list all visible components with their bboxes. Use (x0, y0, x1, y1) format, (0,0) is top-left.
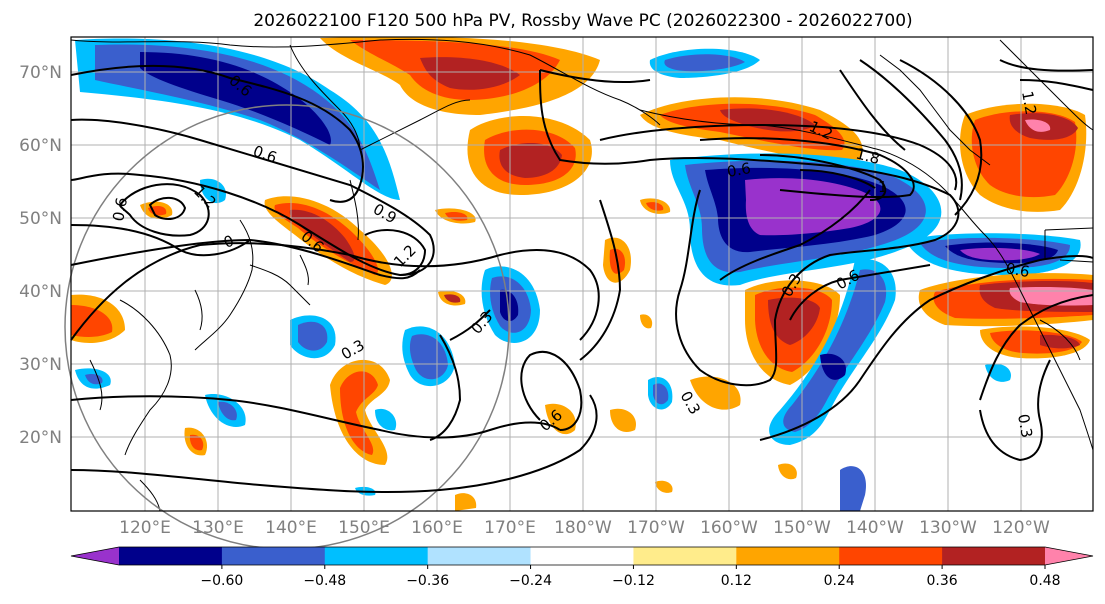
lat-label: 30°N (19, 355, 62, 375)
colorbar-bin (839, 547, 943, 565)
contour-label: 1.2 (1018, 90, 1040, 117)
colorbar-tick-label: 0.24 (824, 573, 855, 589)
colorbar-bin (736, 547, 840, 565)
colorbar-outline (70, 546, 1094, 566)
lon-label: 160°W (700, 518, 758, 538)
colorbar-tick-label: 0.36 (927, 573, 958, 589)
map-frame (70, 36, 1094, 512)
lon-label: 170°E (484, 518, 536, 538)
contour-label: 0.6 (109, 196, 131, 223)
colorbar-bin (119, 547, 223, 565)
colorbar-tick-label: −0.24 (509, 573, 552, 589)
contour-label: 1 (878, 178, 888, 196)
colorbar-bin (633, 547, 737, 565)
lon-label: 160°E (411, 518, 463, 538)
graticule (71, 37, 1093, 511)
colorbar: −0.60 −0.48 −0.36 −0.24 −0.12 0.12 0.24 0.36 0.4… (70, 546, 1094, 589)
contour-lines (70, 59, 1094, 494)
lon-label: 140°E (265, 518, 317, 538)
lat-label: 70°N (19, 63, 62, 83)
contour-label: 0.6 (1004, 259, 1031, 281)
lon-label: 130°E (192, 518, 244, 538)
colorbar-extend-low (71, 547, 119, 565)
colorbar-tick-label: −0.12 (612, 573, 655, 589)
colorbar-extend-high (1045, 547, 1093, 565)
contour-label: 0.6 (726, 159, 753, 181)
colorbar-bin (324, 547, 429, 565)
colorbar-tick-label: 0.12 (721, 573, 752, 589)
colorbar-bin (942, 547, 1046, 565)
colorbar-bin (221, 547, 326, 565)
lon-label: 150°E (338, 518, 390, 538)
lon-label: 180°W (554, 518, 612, 538)
contour-label: 0.3 (1014, 413, 1036, 440)
lon-label: 120°W (992, 518, 1050, 538)
lon-label: 130°W (919, 518, 977, 538)
colorbar-tick-label: −0.48 (303, 573, 346, 589)
lat-label: 60°N (19, 136, 62, 156)
colorbar-tick-label: −0.36 (406, 573, 449, 589)
map-panel: 0.6 1.2 0.6 0.9 0.6 1.2 0 0.6 1.2 1.2 1.… (64, 36, 1094, 550)
contour-label: 1.8 (854, 144, 882, 168)
figure-title: 2026022100 F120 500 hPa PV, Rossby Wave … (253, 11, 912, 31)
lon-label: 170°W (627, 518, 685, 538)
colorbar-bin (427, 547, 532, 565)
lat-label: 20°N (19, 428, 62, 448)
lat-label: 40°N (19, 282, 62, 302)
longitude-labels: 120°E 130°E 140°E 150°E 160°E 170°E 180°… (119, 518, 1050, 538)
colorbar-tick-label: −0.60 (200, 573, 243, 589)
lon-label: 150°W (773, 518, 831, 538)
lat-label: 50°N (19, 209, 62, 229)
colorbar-tick-label: 0.48 (1029, 573, 1060, 589)
latitude-labels: 70°N 60°N 50°N 40°N 30°N 20°N (19, 63, 62, 448)
lon-label: 140°W (846, 518, 904, 538)
lon-label: 120°E (119, 518, 171, 538)
colorbar-bin (530, 547, 634, 565)
